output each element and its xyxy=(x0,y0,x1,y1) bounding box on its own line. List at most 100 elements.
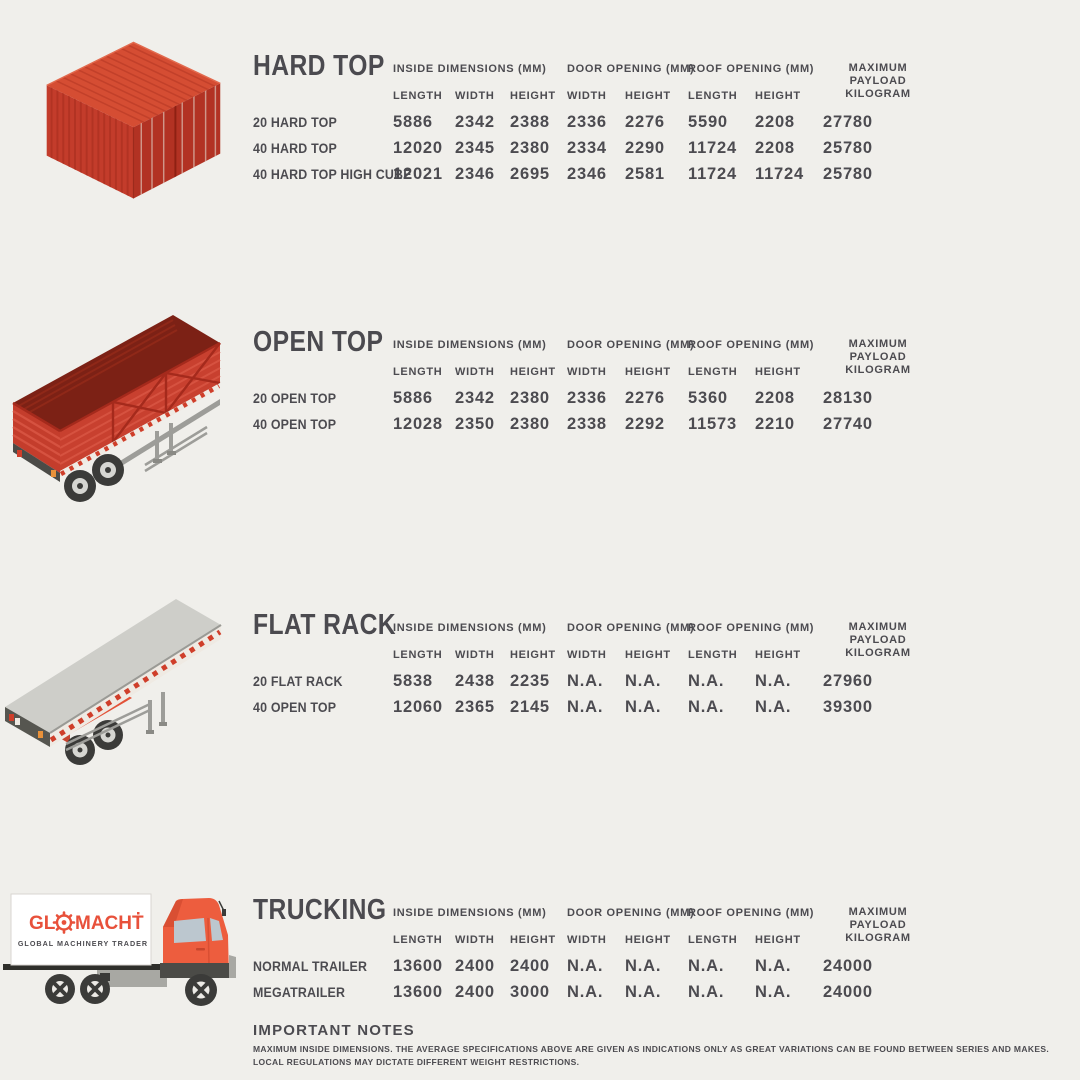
spec-value: 13600 xyxy=(393,956,443,975)
spec-value: 2338 xyxy=(567,414,607,433)
side-window xyxy=(174,918,206,943)
spec-value: N.A. xyxy=(567,982,604,1001)
column-group-header: ROOF OPENING (MM) xyxy=(688,621,815,634)
spec-value: 2208 xyxy=(755,388,795,407)
column-group-header: DOOR OPENING (MM) xyxy=(567,338,695,351)
note-line: MAXIMUM INSIDE DIMENSIONS. THE AVERAGE S… xyxy=(253,1044,1050,1054)
spec-value: 2276 xyxy=(625,112,665,131)
spec-value: 2210 xyxy=(755,414,795,433)
spec-value: N.A. xyxy=(688,956,725,975)
spec-value: 39300 xyxy=(823,697,873,716)
truck-wheels xyxy=(45,974,217,1006)
front-bumper xyxy=(229,955,236,978)
front-quarter-window xyxy=(210,918,223,941)
spec-value: 2346 xyxy=(455,164,495,183)
open-top-trailer-icon xyxy=(12,315,221,502)
column-group-header: INSIDE DIMENSIONS (MM) xyxy=(393,621,547,634)
hard-top-container-illustration xyxy=(35,22,230,222)
logo-text-gl: GL xyxy=(29,913,56,934)
spec-value: 2400 xyxy=(510,956,550,975)
spec-value: N.A. xyxy=(567,697,604,716)
spec-value: 28130 xyxy=(823,388,873,407)
spec-value: 25780 xyxy=(823,138,873,157)
spec-value: N.A. xyxy=(688,697,725,716)
column-subheader: LENGTH xyxy=(688,365,738,378)
row-label: 20 FLAT RACK xyxy=(253,673,343,689)
spec-value: 2345 xyxy=(455,138,495,157)
column-subheader: HEIGHT xyxy=(755,933,801,946)
flat-rack-icon xyxy=(5,599,222,765)
column-group-header: INSIDE DIMENSIONS (MM) xyxy=(393,906,547,919)
row-label: 40 HARD TOP xyxy=(253,140,337,156)
spec-value: 2581 xyxy=(625,164,665,183)
trademark-mark xyxy=(137,912,140,915)
column-subheader: HEIGHT xyxy=(625,648,671,661)
flat-rack-spec-table: INSIDE DIMENSIONS (MM) DOOR OPENING (MM) R… xyxy=(253,614,933,720)
spec-value: 25780 xyxy=(823,164,873,183)
spec-value: 11724 xyxy=(688,164,737,183)
row-label: 20 OPEN TOP xyxy=(253,390,337,406)
open-top-spec-table: INSIDE DIMENSIONS (MM) DOOR OPENING (MM) R… xyxy=(253,331,933,437)
spec-value: 2388 xyxy=(510,112,550,131)
spec-value: 2380 xyxy=(510,388,550,407)
spec-value: 2695 xyxy=(510,164,550,183)
column-group-header: DOOR OPENING (MM) xyxy=(567,906,695,919)
column-subheader: HEIGHT xyxy=(625,89,671,102)
column-subheader: LENGTH xyxy=(688,648,738,661)
spec-value: 2400 xyxy=(455,956,495,975)
column-subheader: LENGTH xyxy=(393,89,443,102)
column-group-header: MAXIMUM PAYLOAD KILOGRAM xyxy=(845,338,911,376)
column-subheader: WIDTH xyxy=(567,648,607,661)
spec-value: 2438 xyxy=(455,671,495,690)
flat-rack-illustration xyxy=(0,592,245,792)
open-top-trailer-illustration xyxy=(5,303,245,523)
spec-value: 12060 xyxy=(393,697,443,716)
spec-value: 2342 xyxy=(455,112,495,131)
spec-value: 5838 xyxy=(393,671,433,690)
important-notes: IMPORTANT NOTES MAXIMUM INSIDE DIMENSION… xyxy=(253,1022,1049,1067)
spec-value: 27740 xyxy=(823,414,873,433)
spec-value: 2336 xyxy=(567,388,607,407)
taillight xyxy=(17,450,22,457)
row-label: MEGATRAILER xyxy=(253,984,346,1000)
spec-value: 5360 xyxy=(688,388,728,407)
column-subheader: HEIGHT xyxy=(755,365,801,378)
spec-value: 2365 xyxy=(455,697,495,716)
trucking-spec-table: INSIDE DIMENSIONS (MM) DOOR OPENING (MM) R… xyxy=(253,899,933,1005)
column-group-header: INSIDE DIMENSIONS (MM) xyxy=(393,338,547,351)
column-subheader: LENGTH xyxy=(393,365,443,378)
spec-value: 5590 xyxy=(688,112,728,131)
spec-value: N.A. xyxy=(567,956,604,975)
spec-value: N.A. xyxy=(625,982,662,1001)
spec-value: 27960 xyxy=(823,671,873,690)
gear-icon xyxy=(52,911,76,934)
spec-value: 3000 xyxy=(510,982,550,1001)
spec-value: 2290 xyxy=(625,138,665,157)
spec-value: N.A. xyxy=(625,956,662,975)
glomacht-logo: GL MACHT GLOBAL MACHINERY TRADER xyxy=(18,911,147,948)
spec-value: 2346 xyxy=(567,164,607,183)
column-subheader: WIDTH xyxy=(567,89,607,102)
logo-text-macht: MACHT xyxy=(75,913,144,934)
spec-value: N.A. xyxy=(688,671,725,690)
column-subheader: HEIGHT xyxy=(755,648,801,661)
column-subheader: WIDTH xyxy=(567,365,607,378)
row-label: 20 HARD TOP xyxy=(253,114,337,130)
column-subheader: LENGTH xyxy=(688,933,738,946)
row-label: 40 OPEN TOP xyxy=(253,699,337,715)
spec-value: N.A. xyxy=(625,671,662,690)
section-title-open-top: OPEN TOP xyxy=(253,326,384,358)
spec-value: 2208 xyxy=(755,112,795,131)
section-title-hard-top: HARD TOP xyxy=(253,50,385,82)
trailer-wheels xyxy=(64,454,124,502)
spec-value: 2208 xyxy=(755,138,795,157)
truck-cab xyxy=(160,898,236,978)
column-group-header: ROOF OPENING (MM) xyxy=(688,338,815,351)
door-handle xyxy=(196,948,205,951)
spec-value: 11573 xyxy=(688,414,737,433)
spec-value: 2336 xyxy=(567,112,607,131)
spec-value: 24000 xyxy=(823,982,873,1001)
spec-value: 2334 xyxy=(567,138,607,157)
glomacht-truck-illustration: GL MACHT GLOBAL MACHINERY TRADER xyxy=(0,885,240,1025)
